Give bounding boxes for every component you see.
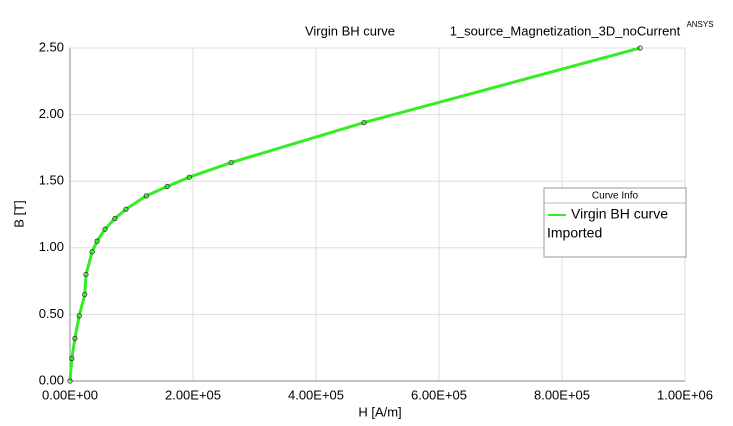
data-point bbox=[83, 271, 89, 278]
legend-note: Imported bbox=[547, 225, 602, 241]
data-point bbox=[102, 226, 108, 232]
legend-box bbox=[543, 187, 687, 258]
data-point bbox=[112, 215, 118, 222]
brand: ANSYS bbox=[686, 20, 713, 29]
chart-title: Virgin BH curve bbox=[305, 23, 395, 38]
x-tick-label: 2.00E+05 bbox=[165, 387, 221, 402]
legend-label: Virgin BH curve bbox=[571, 206, 668, 222]
data-point bbox=[69, 355, 75, 361]
data-point bbox=[94, 238, 100, 244]
y-axis-label: B [T] bbox=[11, 200, 26, 227]
x-tick-label: 4.00E+05 bbox=[288, 387, 344, 402]
legend-title: Curve Info bbox=[592, 191, 639, 202]
x-tick-label: 0.00E+00 bbox=[42, 387, 98, 402]
data-point bbox=[82, 291, 88, 298]
chart-subtitle: 1_source_Magnetization_3D_noCurrent bbox=[450, 23, 681, 38]
y-tick-label: 2.50 bbox=[39, 39, 64, 54]
y-tick-label: 0.00 bbox=[39, 372, 64, 387]
data-point bbox=[89, 249, 95, 255]
data-point bbox=[186, 174, 192, 180]
x-axis-label: H [A/m] bbox=[358, 404, 401, 419]
data-point bbox=[164, 183, 170, 190]
y-tick-label: 2.00 bbox=[39, 106, 64, 121]
data-point bbox=[123, 206, 129, 212]
x-tick-label: 8.00E+05 bbox=[534, 387, 590, 402]
data-point bbox=[637, 45, 643, 51]
y-tick-label: 1.00 bbox=[39, 239, 64, 254]
data-point bbox=[72, 335, 78, 341]
y-tick-label: 1.50 bbox=[39, 173, 64, 188]
data-point bbox=[143, 193, 149, 199]
x-tick-label: 1.00E+06 bbox=[657, 387, 713, 402]
data-point bbox=[76, 313, 82, 319]
data-point bbox=[361, 119, 367, 126]
x-tick-label: 6.00E+05 bbox=[411, 387, 467, 402]
data-point bbox=[67, 378, 73, 384]
data-point bbox=[228, 159, 234, 166]
y-tick-label: 0.50 bbox=[39, 306, 64, 321]
series-line bbox=[68, 46, 641, 382]
